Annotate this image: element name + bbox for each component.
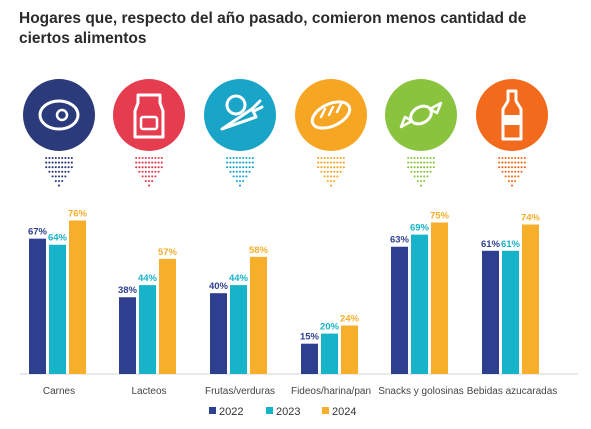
dotted-arrow-icon bbox=[226, 156, 254, 187]
legend-swatch-2023 bbox=[266, 407, 273, 414]
chart-title: Hogares que, respecto del año pasado, co… bbox=[19, 10, 527, 47]
data-label-2023-carnes: 64% bbox=[48, 233, 68, 244]
data-label-2024-carnes: 76% bbox=[68, 208, 88, 219]
bar-2022-snacks-y-golosinas bbox=[391, 246, 408, 374]
data-label-2023-frutas-verduras: 44% bbox=[229, 273, 249, 284]
bar-2023-frutas-verduras bbox=[230, 285, 247, 374]
legend-label-2023: 2023 bbox=[276, 406, 300, 418]
candy-icon bbox=[399, 101, 443, 129]
category-icon-circle-frutas-verduras bbox=[204, 79, 276, 151]
legend-label-2024: 2024 bbox=[332, 406, 356, 418]
data-label-2024-bebidas-azucaradas: 74% bbox=[521, 213, 541, 224]
bar-2022-frutas-verduras bbox=[210, 293, 227, 374]
dotted-arrow-icon bbox=[498, 156, 526, 187]
bar-2023-carnes bbox=[49, 244, 66, 374]
data-label-2022-carnes: 67% bbox=[28, 227, 48, 238]
bar-2023-lacteos bbox=[139, 285, 156, 374]
category-label-fideos-harina-pan: Fideos/harina/pan bbox=[291, 386, 371, 397]
soda-bottle-icon bbox=[501, 89, 523, 141]
data-label-2024-snacks-y-golosinas: 75% bbox=[430, 211, 450, 222]
data-label-2024-frutas-verduras: 58% bbox=[249, 245, 269, 256]
bar-2022-bebidas-azucaradas bbox=[482, 250, 499, 374]
data-label-2022-frutas-verduras: 40% bbox=[209, 281, 229, 292]
bar-2022-lacteos bbox=[119, 297, 136, 374]
data-label-2022-bebidas-azucaradas: 61% bbox=[481, 239, 501, 250]
bar-2022-carnes bbox=[29, 238, 46, 374]
milk-carton-icon bbox=[133, 93, 165, 139]
category-label-snacks-y-golosinas: Snacks y golosinas bbox=[378, 386, 464, 397]
bar-2024-snacks-y-golosinas bbox=[431, 222, 448, 374]
data-label-2024-fideos-harina-pan: 24% bbox=[340, 314, 360, 325]
bar-2023-fideos-harina-pan bbox=[321, 333, 338, 374]
dotted-arrow-icon bbox=[407, 156, 435, 187]
category-icon-circle-snacks-y-golosinas bbox=[385, 79, 457, 151]
vegetables-icon bbox=[220, 94, 264, 131]
legend-swatch-2022 bbox=[209, 407, 216, 414]
category-label-lacteos: Lacteos bbox=[131, 386, 166, 397]
bar-2024-lacteos bbox=[159, 258, 176, 374]
data-label-2022-lacteos: 38% bbox=[118, 285, 138, 296]
category-icon-circle-fideos-harina-pan bbox=[295, 79, 367, 151]
data-label-2022-snacks-y-golosinas: 63% bbox=[390, 235, 410, 246]
category-icon-circle-carnes bbox=[23, 79, 95, 151]
meat-steak-icon bbox=[38, 99, 80, 131]
bar-2024-bebidas-azucaradas bbox=[522, 224, 539, 374]
bar-2022-fideos-harina-pan bbox=[301, 343, 318, 374]
data-label-2022-fideos-harina-pan: 15% bbox=[300, 332, 320, 343]
data-label-2023-lacteos: 44% bbox=[138, 273, 158, 284]
data-label-2024-lacteos: 57% bbox=[158, 247, 178, 258]
bar-2024-frutas-verduras bbox=[250, 256, 267, 374]
bar-2023-snacks-y-golosinas bbox=[411, 234, 428, 374]
legend-swatch-2024 bbox=[322, 407, 329, 414]
bread-icon bbox=[310, 100, 352, 130]
category-label-carnes: Carnes bbox=[43, 386, 75, 397]
category-label-frutas-verduras: Frutas/verduras bbox=[205, 386, 275, 397]
bar-2023-bebidas-azucaradas bbox=[502, 250, 519, 374]
category-label-bebidas-azucaradas: Bebidas azucaradas bbox=[467, 386, 558, 397]
bar-2024-carnes bbox=[69, 220, 86, 374]
data-label-2023-bebidas-azucaradas: 61% bbox=[501, 239, 521, 250]
category-icon-circle-lacteos bbox=[113, 79, 185, 151]
dotted-arrow-icon bbox=[317, 156, 345, 187]
dotted-arrow-icon bbox=[45, 156, 73, 187]
legend-label-2022: 2022 bbox=[219, 406, 243, 418]
bar-2024-fideos-harina-pan bbox=[341, 325, 358, 374]
data-label-2023-fideos-harina-pan: 20% bbox=[320, 322, 340, 333]
data-label-2023-snacks-y-golosinas: 69% bbox=[410, 223, 430, 234]
dotted-arrow-icon bbox=[135, 156, 163, 187]
